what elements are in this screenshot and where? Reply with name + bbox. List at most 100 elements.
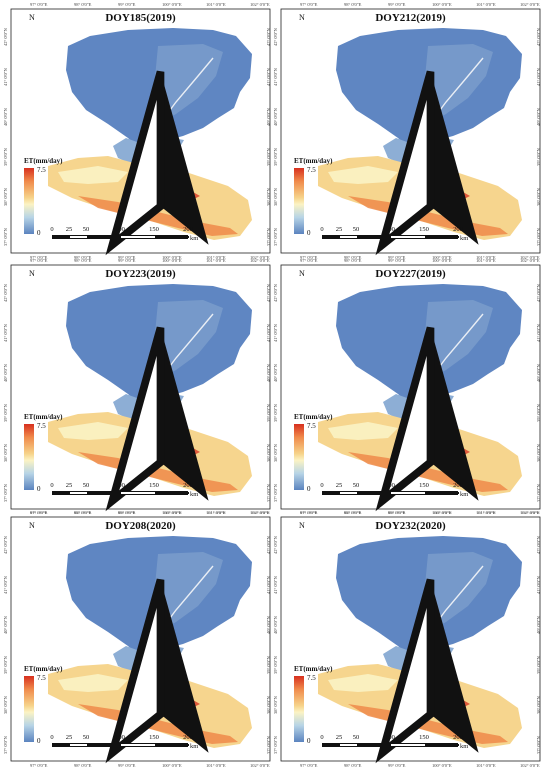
longitude-label: 102° 0'0"E [250, 2, 270, 7]
scale-tick-label: 100 [385, 734, 395, 741]
north-arrow: N [28, 13, 293, 266]
oasis-pale [328, 674, 398, 692]
longitude-label: 98° 0'0"E [344, 511, 361, 516]
longitude-label: 99° 0'0"E [118, 258, 136, 263]
scale-segment [53, 744, 70, 746]
latitude-label: 38° 0'0"N [266, 188, 271, 206]
longitude-label: 97° 0'0"E [300, 510, 318, 515]
map-frame [10, 516, 271, 762]
scale-tick-label: 50 [82, 482, 90, 489]
north-label: N [29, 521, 35, 530]
scale-unit: km [190, 491, 199, 498]
longitude-label: 97° 0'0"E [300, 255, 318, 260]
longitude-label: 99° 0'0"E [388, 511, 405, 516]
map-frame [280, 516, 541, 762]
north-label: N [29, 13, 35, 22]
legend-max: 7.5 [307, 166, 316, 174]
scale-tick-label: 50 [82, 734, 90, 741]
scale-unit: km [190, 743, 199, 750]
scale-tick-label: 0 [320, 226, 324, 233]
scale-segment [357, 744, 391, 746]
latitude-label: 38° 0'0"N [3, 444, 8, 462]
north-arrow: N [298, 269, 550, 522]
north-label: N [299, 521, 305, 530]
longitude-label: 102° 0'0"E [520, 258, 540, 263]
scale-segment [155, 744, 189, 746]
scale-bar [322, 235, 459, 239]
scale-bar-group: km 0 25 50 100 150 200 [320, 734, 482, 758]
oasis-pale [328, 422, 398, 440]
latitude-label: 41° 0'0"N [536, 324, 541, 342]
longitude-label: 97° 0'0"E [300, 511, 317, 516]
scale-tick-label: 150 [419, 226, 429, 233]
latitude-label: 39° 0'0"N [3, 148, 8, 166]
latitude-label: 42° 0'0"N [273, 284, 278, 302]
legend-max: 7.5 [307, 422, 316, 430]
oasis-pale [328, 166, 398, 184]
longitude-label: 101° 0'0"E [206, 763, 226, 768]
latitude-label: 37° 0'0"N [536, 736, 541, 754]
scale-tick-label: 200 [183, 482, 193, 489]
legend-color-bar [24, 168, 34, 234]
scale-bar-group: km 0 25 50 100 150 200 [50, 226, 212, 250]
map-panel-4: DOY227(2019) N ET(mm/day) 7.5 0 km 0 25 50… [273, 258, 543, 516]
latitude-label: 37° 0'0"N [273, 484, 278, 502]
north-label: N [29, 269, 35, 278]
legend-min: 0 [307, 229, 311, 237]
latitude-label: 40° 0'0"N [536, 108, 541, 126]
legend-color-bar [294, 676, 304, 742]
latitude-label: 37° 0'0"N [536, 484, 541, 502]
map-frame [10, 8, 271, 254]
latitude-label: 40° 0'0"N [266, 616, 271, 634]
longitude-label: 99° 0'0"E [118, 510, 136, 515]
oasis-pale [58, 674, 128, 692]
latitude-label: 41° 0'0"N [3, 324, 8, 342]
latitude-label: 40° 0'0"N [3, 108, 8, 126]
scale-segment [357, 492, 391, 494]
longitude-label: 98° 0'0"E [74, 258, 92, 263]
latitude-label: 38° 0'0"N [273, 444, 278, 462]
latitude-label: 38° 0'0"N [3, 696, 8, 714]
latitude-label: 42° 0'0"N [3, 28, 8, 46]
longitude-label: 98° 0'0"E [344, 2, 362, 7]
panel-title: DOY185(2019) [105, 12, 176, 24]
latitude-label: 40° 0'0"N [266, 108, 271, 126]
legend-title: ET(mm/day) [294, 413, 333, 421]
scale-tick-label: 200 [453, 482, 463, 489]
longitude-label: 102° 0'0"E [250, 511, 270, 516]
longitude-label: 100° 0'0"E [432, 255, 452, 260]
oasis-pale [58, 166, 128, 184]
longitude-label: 100° 0'0"E [432, 510, 452, 515]
legend-color-bar [294, 168, 304, 234]
longitude-label: 99° 0'0"E [118, 2, 136, 7]
longitude-label: 101° 0'0"E [206, 510, 226, 515]
legend-title: ET(mm/day) [24, 157, 63, 165]
longitude-label: 101° 0'0"E [476, 258, 496, 263]
scale-tick-label: 100 [115, 482, 125, 489]
longitude-label: 99° 0'0"E [118, 511, 135, 516]
longitude-label: 100° 0'0"E [432, 763, 452, 768]
scale-tick-label: 50 [352, 734, 360, 741]
latitude-label: 38° 0'0"N [266, 444, 271, 462]
longitude-label: 98° 0'0"E [344, 255, 362, 260]
legend-color-bar [294, 424, 304, 490]
north-arrow: N [298, 521, 550, 774]
latitude-label: 39° 0'0"N [266, 148, 271, 166]
longitude-label: 97° 0'0"E [300, 258, 318, 263]
scale-bar-group: km 0 25 50 100 150 200 [50, 482, 212, 506]
latitude-label: 37° 0'0"N [266, 484, 271, 502]
longitude-label: 102° 0'0"E [250, 763, 270, 768]
longitude-label: 99° 0'0"E [388, 258, 406, 263]
latitude-label: 42° 0'0"N [3, 536, 8, 554]
latitude-label: 37° 0'0"N [3, 484, 8, 502]
scale-segment [87, 492, 121, 494]
latitude-label: 42° 0'0"N [273, 536, 278, 554]
latitude-label: 41° 0'0"N [266, 68, 271, 86]
map-panel-5: DOY208(2020) N ET(mm/day) 7.5 0 km 0 25 50… [3, 510, 273, 768]
longitude-label: 99° 0'0"E [388, 255, 406, 260]
latitude-label: 41° 0'0"N [3, 576, 8, 594]
scale-tick-label: 200 [183, 226, 193, 233]
legend-min: 0 [307, 485, 311, 493]
legend-min: 0 [37, 737, 41, 745]
legend-max: 7.5 [37, 166, 46, 174]
